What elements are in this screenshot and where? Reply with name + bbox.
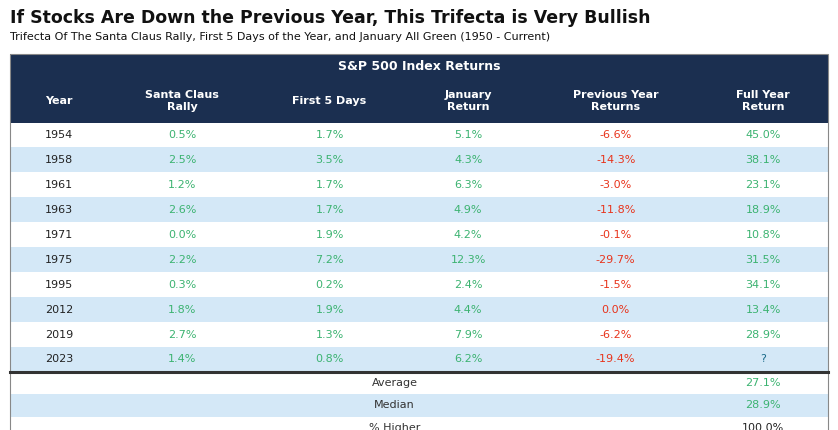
Text: 27.1%: 27.1%	[745, 378, 781, 388]
Text: -14.3%: -14.3%	[596, 155, 635, 165]
Text: 1963: 1963	[45, 205, 73, 215]
Text: -6.2%: -6.2%	[599, 329, 632, 340]
Text: If Stocks Are Down the Previous Year, This Trifecta is Very Bullish: If Stocks Are Down the Previous Year, Th…	[10, 9, 650, 28]
Text: 0.2%: 0.2%	[315, 280, 344, 290]
Text: 4.4%: 4.4%	[454, 304, 483, 315]
Text: 1975: 1975	[45, 255, 74, 265]
Text: 5.1%: 5.1%	[454, 130, 483, 140]
Text: -11.8%: -11.8%	[596, 205, 635, 215]
Text: 31.5%: 31.5%	[746, 255, 781, 265]
Text: First 5 Days: First 5 Days	[292, 96, 367, 106]
Text: 23.1%: 23.1%	[746, 180, 781, 190]
Text: 10.8%: 10.8%	[746, 230, 781, 240]
Text: 1.4%: 1.4%	[168, 354, 196, 365]
Text: 1.7%: 1.7%	[315, 130, 344, 140]
Text: -19.4%: -19.4%	[596, 354, 635, 365]
Text: 1.7%: 1.7%	[315, 205, 344, 215]
Text: 2.5%: 2.5%	[168, 155, 196, 165]
Text: Santa Claus
Rally: Santa Claus Rally	[145, 90, 219, 112]
Text: 1961: 1961	[45, 180, 73, 190]
Text: -3.0%: -3.0%	[599, 180, 632, 190]
Text: Trifecta Of The Santa Claus Rally, First 5 Days of the Year, and January All Gre: Trifecta Of The Santa Claus Rally, First…	[10, 32, 551, 42]
Text: 0.0%: 0.0%	[602, 304, 630, 315]
Text: 0.5%: 0.5%	[168, 130, 196, 140]
Text: 1.2%: 1.2%	[168, 180, 196, 190]
Text: 1.9%: 1.9%	[315, 304, 344, 315]
Text: 12.3%: 12.3%	[451, 255, 486, 265]
Text: -29.7%: -29.7%	[596, 255, 635, 265]
Text: 1.8%: 1.8%	[168, 304, 196, 315]
Text: 28.9%: 28.9%	[745, 329, 781, 340]
Text: -0.1%: -0.1%	[599, 230, 632, 240]
Text: Previous Year
Returns: Previous Year Returns	[573, 90, 659, 112]
Text: -6.6%: -6.6%	[599, 130, 632, 140]
Text: 2019: 2019	[45, 329, 74, 340]
Text: 7.2%: 7.2%	[315, 255, 344, 265]
Text: 18.9%: 18.9%	[745, 205, 781, 215]
Text: Full Year
Return: Full Year Return	[737, 90, 790, 112]
Text: 0.0%: 0.0%	[168, 230, 196, 240]
Text: 3.5%: 3.5%	[315, 155, 344, 165]
Text: S&P 500 Index Returns: S&P 500 Index Returns	[338, 60, 500, 73]
Text: % Higher: % Higher	[369, 423, 420, 430]
Text: 7.9%: 7.9%	[454, 329, 483, 340]
Text: ?: ?	[760, 354, 766, 365]
Text: January
Return: January Return	[444, 90, 492, 112]
Text: Median: Median	[374, 400, 415, 411]
Text: 34.1%: 34.1%	[746, 280, 781, 290]
Text: 4.9%: 4.9%	[454, 205, 483, 215]
Text: 1995: 1995	[45, 280, 74, 290]
Text: 2023: 2023	[45, 354, 74, 365]
Text: -1.5%: -1.5%	[599, 280, 632, 290]
Text: 2.6%: 2.6%	[168, 205, 196, 215]
Text: 45.0%: 45.0%	[746, 130, 781, 140]
Text: 6.3%: 6.3%	[454, 180, 483, 190]
Text: 1954: 1954	[45, 130, 74, 140]
Text: 0.8%: 0.8%	[315, 354, 344, 365]
Text: 28.9%: 28.9%	[745, 400, 781, 411]
Text: 1.9%: 1.9%	[315, 230, 344, 240]
Text: Year: Year	[45, 96, 73, 106]
Text: 4.2%: 4.2%	[454, 230, 483, 240]
Text: 2.4%: 2.4%	[454, 280, 483, 290]
Text: 2.7%: 2.7%	[168, 329, 196, 340]
Text: 2012: 2012	[45, 304, 74, 315]
Text: Average: Average	[371, 378, 417, 388]
Text: 6.2%: 6.2%	[454, 354, 483, 365]
Text: 2.2%: 2.2%	[168, 255, 196, 265]
Text: 1971: 1971	[45, 230, 74, 240]
Text: 4.3%: 4.3%	[454, 155, 483, 165]
Text: 13.4%: 13.4%	[746, 304, 781, 315]
Text: 0.3%: 0.3%	[168, 280, 196, 290]
Text: 38.1%: 38.1%	[746, 155, 781, 165]
Text: 1958: 1958	[45, 155, 74, 165]
Text: 1.3%: 1.3%	[315, 329, 344, 340]
Text: 100.0%: 100.0%	[742, 423, 784, 430]
Text: 1.7%: 1.7%	[315, 180, 344, 190]
